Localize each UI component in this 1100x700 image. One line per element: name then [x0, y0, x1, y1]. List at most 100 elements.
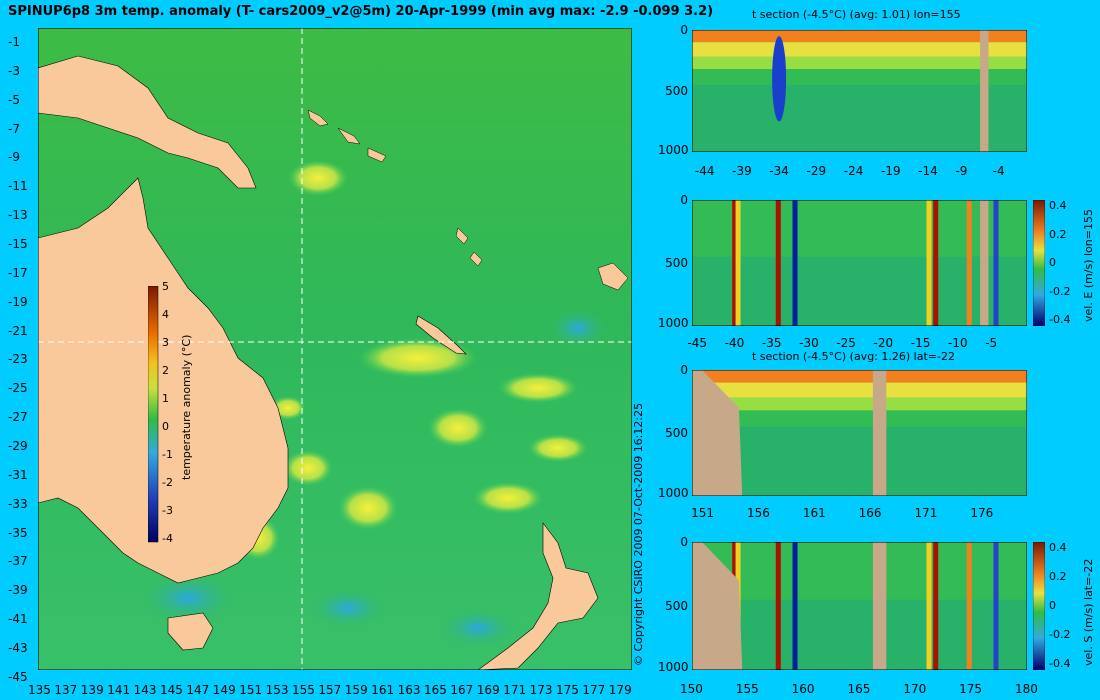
lat-tick: -1	[8, 35, 20, 49]
lat-tick: -23	[8, 352, 28, 367]
map-colorbar	[147, 285, 188, 546]
lon-tick: 147	[186, 683, 210, 697]
section-y-tick: 1000	[658, 660, 689, 675]
section-y-tick: 0	[680, 193, 688, 207]
lon-tick: 173	[529, 683, 553, 697]
australia	[37, 177, 289, 584]
colorbar-tick: -3	[162, 504, 173, 517]
section-x-tick: -34	[769, 164, 789, 178]
section-colorbar-tick: 0	[1049, 599, 1056, 612]
section-colorbar-tick: 0.2	[1049, 227, 1067, 241]
section-title: t section (-4.5°C) (avg: 1.26) lat=-22	[752, 350, 955, 363]
lon-tick: 145	[160, 683, 183, 697]
map-svg	[37, 27, 633, 671]
colorbar-tick: 4	[162, 308, 169, 321]
eddy	[338, 486, 398, 530]
section-panel	[692, 200, 1027, 326]
section-x-tick: -30	[799, 336, 819, 350]
section-x-tick: -4	[992, 164, 1005, 178]
section-y-tick: 500	[665, 599, 688, 613]
lat-tick: -27	[8, 410, 28, 425]
section-x-tick: 156	[747, 506, 770, 520]
lat-tick: -19	[8, 294, 28, 309]
lat-tick: -43	[8, 640, 28, 655]
colorbar-tick: -2	[162, 476, 173, 489]
lon-tick: 179	[608, 683, 632, 697]
lon-tick: 149	[212, 683, 236, 697]
section-x-tick: -25	[836, 336, 856, 350]
lon-tick: 157	[318, 683, 342, 697]
colorbar-tick: 1	[162, 392, 169, 405]
section-x-tick: -44	[694, 164, 715, 178]
section-x-tick: -9	[955, 164, 968, 178]
section-x-tick: 150	[680, 682, 703, 696]
section-x-tick: 175	[959, 682, 983, 696]
eddy	[473, 482, 543, 514]
section-colorbar	[1032, 199, 1046, 327]
section-x-tick: -35	[761, 336, 782, 350]
section-title: t section (-4.5°C) (avg: 1.01) lon=155	[752, 8, 961, 21]
lat-tick: -13	[8, 208, 28, 223]
eddy-cold	[438, 608, 518, 648]
lon-tick: 153	[265, 683, 289, 697]
section-x-tick: -29	[806, 164, 827, 178]
section-panel	[692, 542, 1027, 670]
lon-tick: 141	[107, 683, 131, 697]
section-y-tick: 1000	[658, 486, 689, 501]
lon-tick: 139	[80, 683, 104, 697]
lat-tick: -41	[8, 612, 28, 627]
section-colorbar-label: vel. S (m/s) lat=-22	[1082, 558, 1095, 666]
section-x-tick: 160	[791, 682, 815, 696]
lat-tick: -15	[8, 236, 28, 251]
tasmania	[167, 612, 214, 651]
section-panel	[692, 30, 1027, 152]
lon-tick: 177	[582, 683, 606, 697]
eddy-cold	[138, 573, 238, 623]
lat-tick: -31	[8, 467, 28, 482]
eddy	[498, 373, 578, 403]
eddy	[283, 450, 333, 486]
lon-tick: 167	[450, 683, 474, 697]
lat-tick: -9	[8, 150, 20, 165]
lat-tick: -25	[8, 381, 28, 396]
section-y-tick: 500	[665, 84, 688, 98]
lon-tick: 175	[556, 683, 579, 697]
new-guinea	[37, 55, 257, 189]
section-x-tick: 171	[914, 506, 938, 520]
section-x-tick: -14	[918, 164, 938, 178]
lat-tick: -11	[8, 179, 28, 194]
section-x-tick: 165	[847, 682, 871, 696]
section-colorbar-tick: 0.2	[1049, 570, 1067, 583]
section-x-tick: -39	[732, 164, 752, 178]
eddy	[288, 160, 348, 196]
section-colorbar-tick: -0.2	[1049, 628, 1071, 641]
lon-tick: 171	[503, 683, 527, 697]
section-x-tick: -40	[724, 336, 745, 350]
main-title: SPINUP6p8 3m temp. anomaly (T- cars2009_…	[8, 4, 714, 19]
section-x-tick: -5	[985, 336, 998, 350]
section-colorbar-tick: -0.4	[1049, 313, 1071, 326]
section-y-tick: 0	[680, 535, 688, 549]
colorbar-tick: 3	[162, 336, 169, 349]
colorbar-tick: -1	[162, 448, 173, 461]
section-y-tick: 0	[680, 363, 688, 377]
lat-tick: -7	[8, 121, 20, 136]
lon-tick: 163	[397, 683, 421, 697]
section-x-tick: -15	[910, 336, 931, 350]
section-x-tick: -19	[881, 164, 901, 178]
section-colorbar-label: vel. E (m/s) lon=155	[1082, 209, 1095, 322]
eddy-cold	[548, 308, 608, 348]
section-x-tick: 180	[1015, 682, 1038, 696]
lon-tick: 151	[239, 683, 263, 697]
section-colorbar-tick: 0.4	[1049, 199, 1067, 212]
section-y-tick: 1000	[658, 316, 689, 331]
section-colorbar-tick: 0	[1049, 256, 1056, 269]
lon-tick: 159	[344, 683, 368, 697]
colorbar-tick: 2	[162, 364, 169, 377]
section-y-tick: 1000	[658, 142, 689, 157]
new-caledonia	[415, 315, 467, 355]
lat-tick: -29	[8, 438, 28, 453]
section-x-tick: 170	[903, 682, 927, 696]
colorbar-tick: 0	[162, 420, 169, 433]
lon-tick: 169	[476, 683, 500, 697]
